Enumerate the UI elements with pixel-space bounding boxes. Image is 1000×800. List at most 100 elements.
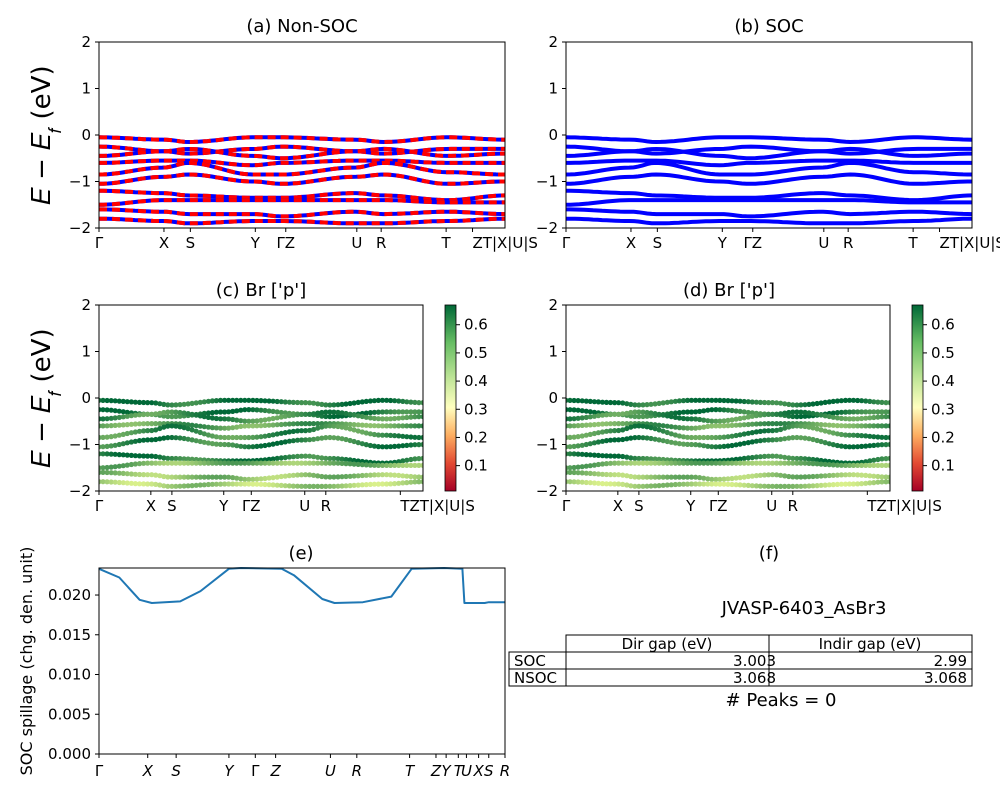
band-point bbox=[774, 460, 780, 466]
band-point bbox=[258, 423, 264, 429]
band-point bbox=[769, 483, 776, 489]
band-point bbox=[778, 411, 784, 417]
band-point bbox=[713, 444, 719, 450]
band-point bbox=[157, 401, 163, 407]
panel-d-bands bbox=[566, 397, 890, 489]
band-point bbox=[242, 434, 248, 441]
panel-c-ylabel: 𝐸 − 𝐸𝑓 (eV) bbox=[27, 328, 66, 467]
band-point bbox=[311, 454, 317, 460]
band-point bbox=[668, 439, 674, 445]
band-point bbox=[721, 397, 727, 404]
panel-e-line bbox=[98, 567, 505, 604]
x-tick-label: Y bbox=[717, 234, 728, 252]
band-point bbox=[599, 412, 606, 418]
x-tick-label: S bbox=[634, 497, 644, 515]
colorbar-tick-label: 0.5 bbox=[464, 344, 488, 362]
band-point bbox=[108, 415, 114, 421]
band-point bbox=[258, 398, 264, 404]
band-point bbox=[165, 409, 171, 415]
band-point bbox=[774, 400, 780, 406]
band-point bbox=[814, 411, 820, 417]
band-point bbox=[282, 460, 288, 466]
band-point bbox=[254, 443, 260, 449]
band-point bbox=[104, 443, 110, 449]
band-point bbox=[644, 456, 650, 462]
x-tick-label: U bbox=[818, 234, 829, 252]
band-point bbox=[863, 462, 869, 468]
band-point bbox=[108, 434, 114, 440]
band-point bbox=[205, 432, 211, 438]
band-point bbox=[709, 423, 715, 429]
band-point bbox=[806, 456, 812, 462]
band-point bbox=[177, 456, 183, 462]
band-point bbox=[396, 443, 402, 449]
band-point bbox=[136, 471, 143, 478]
band-point bbox=[745, 421, 751, 428]
band-point bbox=[307, 400, 313, 406]
band-point bbox=[733, 475, 739, 481]
band-point bbox=[420, 479, 423, 485]
band-point bbox=[339, 483, 345, 489]
band-point bbox=[173, 474, 179, 480]
band-point bbox=[222, 460, 228, 466]
band-point bbox=[420, 474, 423, 480]
band-point bbox=[209, 481, 215, 487]
band-point bbox=[680, 425, 687, 431]
band-point bbox=[311, 472, 317, 478]
band-point bbox=[688, 441, 695, 448]
band-point bbox=[713, 476, 719, 482]
band-point bbox=[339, 436, 345, 442]
band-point bbox=[830, 462, 836, 468]
band-point bbox=[802, 483, 808, 489]
band-point bbox=[343, 425, 349, 431]
band-point bbox=[628, 483, 634, 489]
band-point bbox=[672, 414, 679, 420]
band-point bbox=[185, 426, 191, 432]
band-point bbox=[701, 475, 707, 481]
band-point bbox=[648, 456, 654, 462]
band-point bbox=[181, 460, 187, 466]
band-point bbox=[234, 481, 240, 487]
band-point bbox=[201, 482, 207, 488]
band-point bbox=[165, 474, 171, 480]
band-point bbox=[108, 451, 114, 457]
band-point bbox=[583, 398, 589, 404]
panel-a-nonsoc: (a) Non-SOC 𝐸 − 𝐸𝑓 (eV) 210−1−2Γ X S Y ΓZ U R T… bbox=[27, 16, 538, 252]
band-point bbox=[363, 430, 369, 436]
band-point bbox=[193, 482, 199, 488]
band-point bbox=[258, 417, 264, 423]
band-point bbox=[579, 422, 585, 428]
band-point bbox=[567, 397, 573, 403]
band-point bbox=[331, 402, 337, 408]
band-point bbox=[404, 399, 410, 405]
band-point bbox=[222, 416, 228, 422]
band-point bbox=[290, 460, 296, 466]
band-point bbox=[404, 473, 410, 479]
band-point bbox=[624, 454, 630, 460]
band-point bbox=[351, 461, 357, 467]
band-point bbox=[855, 481, 861, 487]
band-point bbox=[412, 423, 418, 429]
band-point bbox=[672, 410, 679, 416]
band-point bbox=[286, 460, 292, 466]
band-line-dashed bbox=[99, 216, 505, 226]
band-point bbox=[737, 432, 743, 438]
band-point bbox=[624, 401, 630, 407]
band-point bbox=[591, 413, 598, 419]
band-point bbox=[834, 415, 841, 421]
band-point bbox=[583, 441, 589, 448]
band-point bbox=[672, 460, 679, 466]
band-point bbox=[761, 437, 768, 443]
band-point bbox=[278, 399, 284, 405]
band-point bbox=[668, 424, 674, 430]
band-point bbox=[307, 453, 313, 459]
band-point bbox=[298, 460, 305, 466]
band-point bbox=[412, 479, 418, 485]
band-point bbox=[116, 432, 122, 438]
band-point bbox=[363, 422, 369, 428]
band-point bbox=[859, 409, 865, 415]
row-soc-indir: 2.99 bbox=[934, 652, 967, 670]
band-point bbox=[749, 483, 755, 489]
band-point bbox=[798, 455, 804, 462]
x-tick-label: TZT|X|U|S bbox=[866, 497, 942, 515]
